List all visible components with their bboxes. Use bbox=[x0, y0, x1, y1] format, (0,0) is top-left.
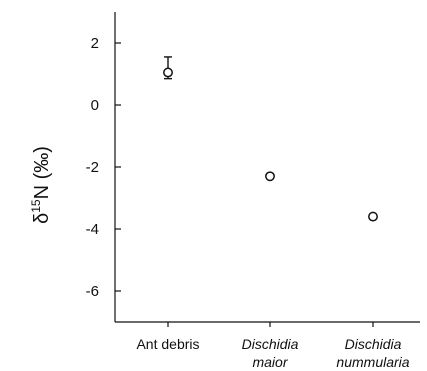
y-tick-label: -2 bbox=[86, 159, 99, 176]
y-tick-label: 2 bbox=[91, 35, 99, 52]
x-category-label: Dischidia bbox=[242, 336, 299, 352]
x-category-label: maior bbox=[252, 354, 288, 370]
x-category-labels: Ant debris Dischidia maior Dischidia nummula… bbox=[136, 322, 410, 370]
x-category-label: Ant debris bbox=[136, 336, 199, 352]
data-point bbox=[265, 171, 275, 182]
y-tick-label: -6 bbox=[86, 283, 99, 300]
x-category-label: Dischidia bbox=[345, 336, 402, 352]
axes bbox=[114, 12, 420, 323]
y-tick-label: 0 bbox=[91, 97, 99, 114]
data-marks bbox=[163, 56, 378, 222]
y-axis-title: δ15N (‰) bbox=[29, 146, 53, 224]
y-tick-label: -4 bbox=[86, 221, 99, 238]
y-ticks: 2 0 -2 -4 -6 bbox=[86, 35, 121, 300]
y-axis-title-group: δ15N (‰) bbox=[29, 146, 53, 224]
x-category-label: nummularia bbox=[336, 354, 409, 370]
y-axis-title-prefix: δ bbox=[31, 213, 53, 224]
data-point bbox=[163, 67, 173, 78]
y-axis-title-superscript: 15 bbox=[29, 199, 43, 213]
y-axis-title-main: N (‰) bbox=[31, 146, 53, 199]
data-point bbox=[368, 211, 378, 222]
